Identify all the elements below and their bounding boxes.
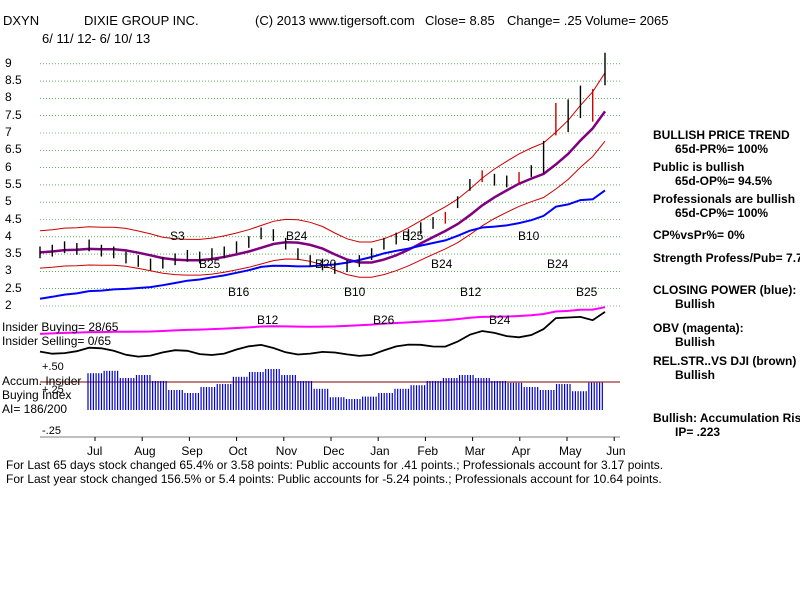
signal-label: B10 <box>344 285 366 299</box>
y-tick-label: 5.5 <box>5 176 22 191</box>
side-panel-title: CLOSING POWER (blue): <box>653 283 797 297</box>
y-tick-label: 8 <box>5 90 12 105</box>
side-panel-detail: Bullish <box>675 335 716 349</box>
signal-label: B24 <box>286 229 308 243</box>
signal-label: B24 <box>431 257 453 271</box>
y-tick-label: 9 <box>5 55 12 70</box>
footer-65-day-summary: For Last 65 days stock changed 65.4% or … <box>6 458 664 472</box>
company-name: DIXIE GROUP INC. <box>84 13 199 28</box>
signal-label: B26 <box>373 313 395 327</box>
indicator-lines <box>39 72 607 358</box>
side-panel-detail: IP= .223 <box>675 425 721 439</box>
signal-label: B12 <box>460 285 482 299</box>
signal-label: B10 <box>518 229 540 243</box>
x-tick-label: Apr <box>512 444 531 458</box>
footer-year-summary: For Last year stock changed 156.5% or 5.… <box>6 472 662 486</box>
upper-band-line <box>39 72 606 243</box>
signal-label: B25 <box>402 229 424 243</box>
x-tick-label: Dec <box>323 444 344 458</box>
x-tick-label: Oct <box>229 444 248 458</box>
copyright-source: (C) 2013 www.tigersoft.com <box>255 13 415 28</box>
acc-tick-minus-25: -.25 <box>42 425 61 437</box>
volume-value: Volume= 2065 <box>585 13 669 28</box>
signal-label: B24 <box>489 313 511 327</box>
accumulation-index-label: Accum. Insider Buying Index <box>2 374 82 402</box>
signal-label: B16 <box>228 285 250 299</box>
signal-label: B25 <box>199 257 221 271</box>
side-panel-entry: REL.STR..VS DJI (brown) Bullish <box>653 354 796 382</box>
y-tick-label: 2 <box>5 298 12 312</box>
signal-label: B25 <box>576 285 598 299</box>
y-tick-label: 6.5 <box>5 142 22 157</box>
signal-markers: S3 B25 B16 B12 B24 B20 B10 B26 B25 B24 B12 B24 B10 B2… <box>170 229 598 327</box>
x-tick-label: Mar <box>465 444 486 458</box>
accumulation-bars <box>87 369 603 410</box>
side-panel-entry: BULLISH PRICE TREND 65d-PR%= 100% <box>653 128 790 156</box>
insider-buying: Insider Buying= 28/65 <box>2 320 119 334</box>
signal-label: B20 <box>315 257 337 271</box>
signal-label: B12 <box>257 313 279 327</box>
side-panel-title: REL.STR..VS DJI (brown) <box>653 354 797 368</box>
x-tick-label: Feb <box>417 444 438 458</box>
y-tick-label: 7.5 <box>5 107 22 122</box>
side-panel-title: BULLISH PRICE TREND <box>653 128 790 142</box>
side-panel-detail: 65d-CP%= 100% <box>675 206 769 220</box>
x-tick-label: Jan <box>370 444 389 458</box>
y-tick-label: 7 <box>5 125 12 139</box>
y-tick-label: 2.5 <box>5 280 22 295</box>
x-tick-label: Nov <box>276 444 297 458</box>
side-panel-detail: 65d-PR%= 100% <box>675 142 769 156</box>
x-axis-ticks: Jul Aug Sep Oct Nov Dec Jan Feb Mar Apr May Jun <box>87 437 626 458</box>
x-tick-label: Jul <box>87 444 102 458</box>
close-value: Close= 8.85 <box>425 13 495 28</box>
side-panel-entry: Strength Profess/Pub= 7.7 <box>653 251 800 265</box>
side-panel-entry: Public is bullish 65d-OP%= 94.5% <box>653 160 772 188</box>
side-panel-title: Professionals are bullish <box>653 192 796 206</box>
relative-strength-line <box>39 311 606 358</box>
side-panel-detail: Bullish <box>675 368 716 382</box>
price-gridlines <box>40 63 620 307</box>
ai-value: AI= 186/200 <box>2 402 68 416</box>
side-panel-entry: Professionals are bullish 65d-CP%= 100% <box>653 192 795 220</box>
y-tick-label: 4.5 <box>5 211 22 226</box>
signal-label: B24 <box>547 257 569 271</box>
x-tick-label: Aug <box>134 444 155 458</box>
x-tick-label: Jun <box>606 444 625 458</box>
side-panel-entry: Bullish: Accumulation RisingIP= .223 <box>653 411 800 439</box>
side-panel-title: OBV (magenta): <box>653 321 744 335</box>
acc-tick-plus-50: +.50 <box>42 361 64 373</box>
date-range: 6/ 11/ 12- 6/ 10/ 13 <box>42 31 151 46</box>
y-tick-label: 6 <box>5 159 12 174</box>
side-panel-entry: CLOSING POWER (blue): Bullish <box>653 283 796 311</box>
side-panel-entry: OBV (magenta): Bullish <box>653 321 744 349</box>
acc-tick-plus-25: +.25 <box>42 384 64 396</box>
side-panel-detail: 65d-OP%= 94.5% <box>675 174 773 188</box>
price-bars <box>39 52 606 274</box>
y-tick-label: 5 <box>5 194 12 209</box>
y-tick-label: 8.5 <box>5 73 22 88</box>
change-value: Change= .25 <box>507 13 582 28</box>
x-tick-label: May <box>559 444 582 458</box>
x-tick-label: Sep <box>181 444 203 458</box>
side-panel-detail: Bullish <box>675 297 716 311</box>
side-panel-title: Public is bullish <box>653 160 745 174</box>
ticker-symbol: DXYN <box>3 13 40 28</box>
signal-label: S3 <box>170 229 185 243</box>
y-tick-label: 4 <box>5 228 12 243</box>
side-panel-title: Bullish: Accumulation Rising <box>653 411 800 425</box>
closing-power-line <box>39 189 606 300</box>
side-panel-title: CP%vsPr%= 0% <box>653 228 745 242</box>
y-tick-label: 3 <box>5 263 12 278</box>
side-panel-title: Strength Profess/Pub= 7.7 <box>653 251 800 265</box>
insider-selling: Insider Selling= 0/65 <box>2 334 112 348</box>
side-panel-entry: CP%vsPr%= 0% <box>653 228 745 242</box>
moving-average-line <box>39 110 607 264</box>
y-tick-label: 3.5 <box>5 246 22 261</box>
obv-line <box>39 306 606 335</box>
